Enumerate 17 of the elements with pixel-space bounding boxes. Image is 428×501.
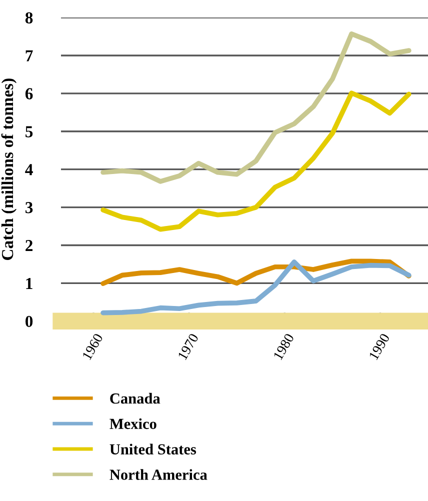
- y-tick-label: 3: [26, 202, 33, 214]
- y-tick-label: 5: [26, 126, 33, 138]
- y-tick-label: 0: [26, 316, 33, 328]
- y-tick-label: 6: [25, 88, 33, 100]
- legend-label: United States: [110, 444, 196, 454]
- line-series: [100, 260, 412, 316]
- y-tick-label: 2: [26, 240, 32, 252]
- legend-label: North America: [110, 469, 208, 480]
- line-series: [100, 31, 412, 184]
- legend-label: Canada: [110, 392, 160, 404]
- y-axis-title: Catch (millions of tonnes): [1, 78, 17, 260]
- line-series: [100, 90, 412, 232]
- y-tick-label: 7: [26, 50, 33, 62]
- y-tick-label: 1: [26, 278, 32, 289]
- y-tick-label: 4: [25, 164, 33, 176]
- y-tick-label: 8: [25, 12, 33, 24]
- legend-label: Mexico: [110, 418, 156, 430]
